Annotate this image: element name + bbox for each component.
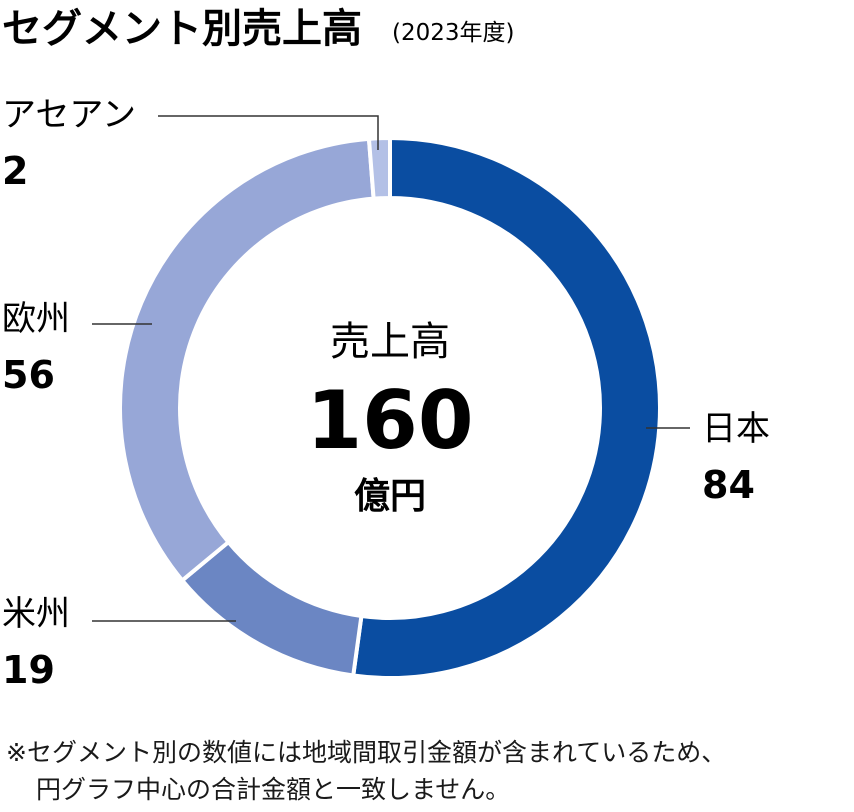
donut-chart: セグメント別売上高 (2023年度) 日本 84 米州 19 欧州 56 アセアン 2 売上高… (2, 6, 770, 692)
slice-1 (179, 539, 364, 678)
slice-label-0: 日本 (702, 409, 770, 449)
slice-label-3: アセアン (2, 95, 136, 135)
slice-value-2: 56 (2, 353, 55, 397)
footnote-line-2: 円グラフ中心の合計金額と一致しません。 (36, 775, 511, 804)
chart-title: セグメント別売上高 (2, 6, 362, 52)
slice-label-1: 米州 (2, 594, 70, 634)
footnote: ※セグメント別の数値には地域間取引金額が含まれているため、 円グラフ中心の合計金… (6, 734, 852, 808)
leader-lines (92, 115, 690, 622)
slice-label-2: 欧州 (2, 299, 70, 339)
center-unit: 億円 (354, 476, 426, 517)
footnote-line-1: ※セグメント別の数値には地域間取引金額が含まれているため、 (6, 738, 727, 767)
slice-value-1: 19 (2, 648, 55, 692)
chart-subtitle: (2023年度) (392, 20, 514, 46)
leader-line-3 (158, 115, 379, 150)
slice-labels: 日本 84 米州 19 欧州 56 アセアン 2 (2, 95, 770, 692)
center-total-value: 160 (307, 374, 474, 467)
slice-3 (366, 135, 392, 201)
center-label: 売上高 (330, 319, 450, 365)
slice-value-3: 2 (2, 149, 28, 193)
donut-slices (118, 135, 662, 680)
slice-2 (118, 136, 376, 584)
slice-value-0: 84 (702, 463, 755, 507)
slice-0 (350, 135, 662, 680)
